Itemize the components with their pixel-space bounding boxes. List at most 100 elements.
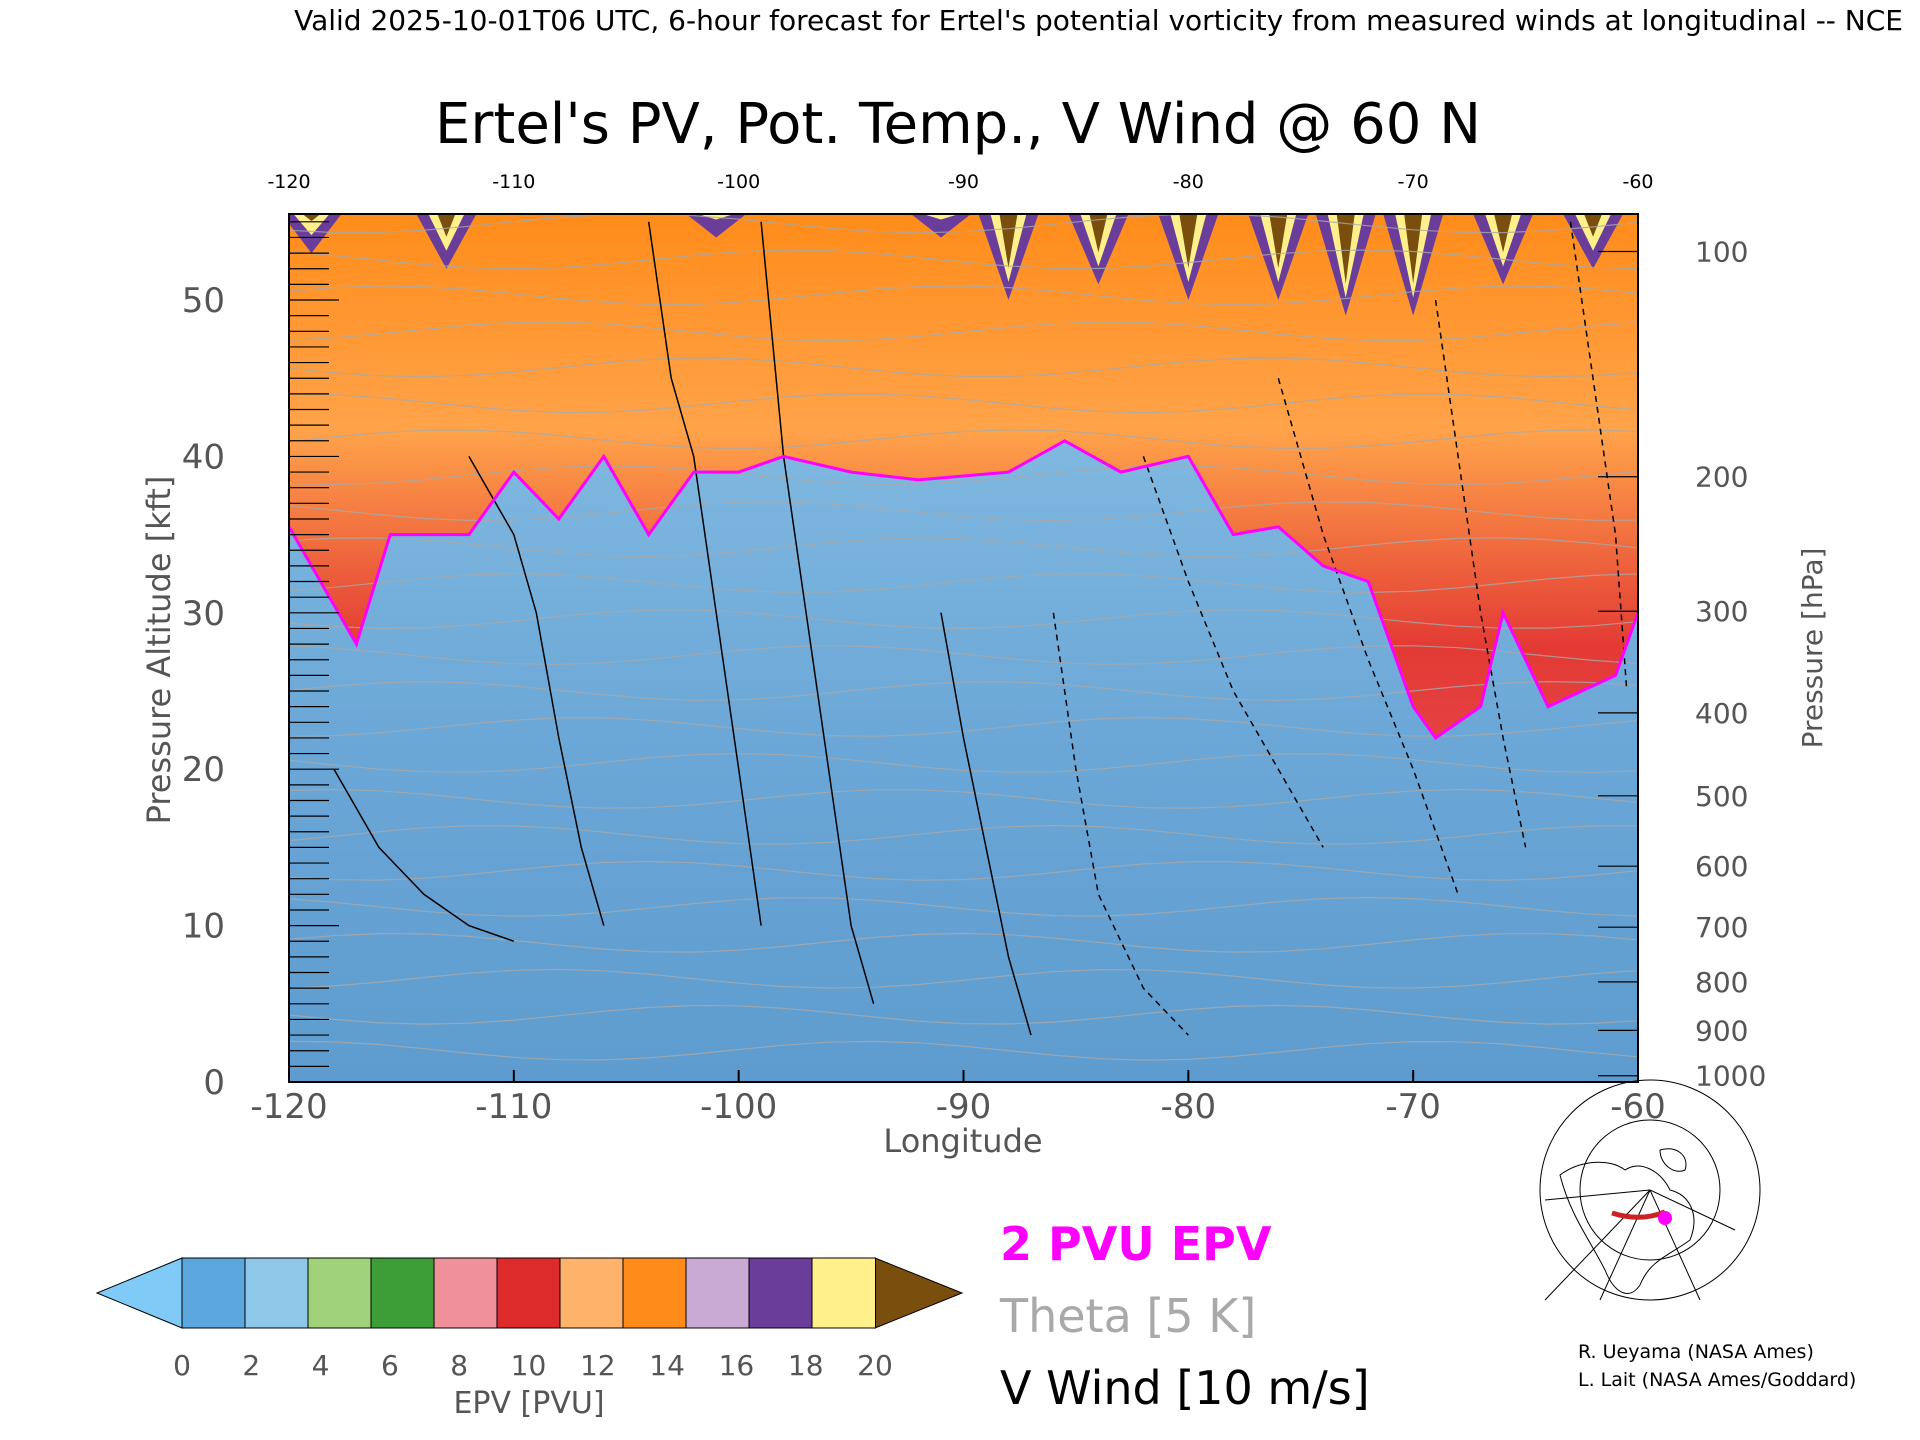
pv-band-brown: [707, 205, 725, 214]
upper-pv-bands: [289, 205, 1624, 316]
theta-contour: [289, 321, 1638, 342]
y-right-tick-label: 800: [1695, 966, 1748, 999]
inset-location-marker: [1658, 1211, 1672, 1225]
v-wind-contour: [1569, 221, 1628, 692]
v-wind-contours: [333, 221, 1628, 1036]
colorbar-segment: [244, 1257, 309, 1329]
y-tick-label: 40: [182, 437, 225, 477]
x-top-tick-label: -90: [948, 171, 979, 193]
pv-band-brown: [1179, 214, 1198, 269]
x-axis-label: Longitude: [883, 1122, 1042, 1160]
colorbar-tick-label: 20: [857, 1349, 893, 1382]
theta-contour: [289, 932, 1638, 953]
colorbar-segment: [622, 1257, 687, 1329]
legend-epv: 2 PVU EPV: [1000, 1217, 1272, 1271]
x-tick-label: -90: [936, 1087, 992, 1127]
colorbar-segment: [181, 1257, 246, 1329]
theta-contour: [289, 1004, 1638, 1025]
y-tick-label: 30: [182, 594, 225, 634]
theta-contour: [289, 357, 1638, 378]
theta-contour: [289, 716, 1638, 737]
chart-title: Ertel's PV, Pot. Temp., V Wind @ 60 N: [435, 92, 1481, 157]
v-wind-contour: [333, 768, 515, 942]
x-top-tick-label: -80: [1173, 171, 1204, 193]
x-top-tick-label: -70: [1398, 171, 1429, 193]
v-wind-contour: [760, 221, 875, 1005]
x-tick-label: -110: [475, 1087, 552, 1127]
pv-band-purple: [911, 214, 972, 238]
pv-band-yellow: [923, 214, 960, 220]
v-wind-contour: [1052, 612, 1189, 1036]
pv-band-brown: [1269, 214, 1288, 269]
colorbar-segment: [748, 1257, 813, 1329]
tropopause-2pvu-line: [289, 439, 1638, 740]
y-right-tick-label: 1000: [1695, 1060, 1766, 1093]
y-tick-label: 0: [203, 1063, 225, 1103]
colorbar-segment: [307, 1257, 372, 1329]
colorbar-tick-label: 2: [242, 1349, 260, 1382]
theta-contour: [289, 788, 1638, 809]
colorbar-tick-label: 14: [649, 1349, 685, 1382]
credit-line-2: L. Lait (NASA Ames/Goddard): [1578, 1369, 1856, 1391]
y-right-tick-label: 700: [1695, 911, 1748, 944]
colorbar-segment: [559, 1257, 624, 1329]
theta-contour: [289, 214, 1638, 234]
y-right-tick-label: 900: [1695, 1014, 1748, 1047]
troposphere-fill: [289, 440, 1638, 1082]
theta-contour: [289, 645, 1638, 666]
colorbar-segment: [370, 1257, 435, 1329]
x-top-tick-label: -100: [717, 171, 760, 193]
pv-band-yellow: [293, 214, 330, 236]
pv-band-brown: [932, 205, 950, 214]
pv-band-brown: [437, 214, 456, 237]
y-right-tick-label: 500: [1695, 780, 1748, 813]
x-tick-label: -120: [250, 1087, 327, 1127]
x-axis-top-ticks: -120 -110 -100 -90 -80 -70 -60: [267, 171, 1653, 193]
valid-time-header: Valid 2025-10-01T06 UTC, 6-hour forecast…: [294, 4, 1903, 37]
y-tick-label: 50: [182, 281, 225, 321]
colorbar-tick-label: 18: [788, 1349, 824, 1382]
v-wind-contour: [940, 612, 1032, 1036]
y-right-tick-label: 200: [1695, 461, 1748, 494]
x-tick-label: -100: [700, 1087, 777, 1127]
colorbar-tick-label: 12: [580, 1349, 616, 1382]
credit-line-1: R. Ueyama (NASA Ames): [1578, 1341, 1814, 1363]
colorbar-tick-label: 0: [173, 1349, 191, 1382]
pv-band-yellow: [698, 214, 735, 220]
theta-contour: [289, 609, 1638, 630]
colorbar-tick-label: 10: [511, 1349, 547, 1382]
colorbar-under-arrow: [95, 1257, 183, 1329]
pv-band-brown: [999, 214, 1018, 269]
colorbar-tick-label: 8: [450, 1349, 468, 1382]
y-axis-right-label: Pressure [hPa]: [1796, 548, 1829, 749]
y-axis-left-label: Pressure Altitude [kft]: [140, 476, 178, 825]
theta-contour: [289, 824, 1638, 845]
pv-band-purple: [686, 214, 747, 238]
colorbar-tick-label: 4: [312, 1349, 330, 1382]
colorbar-segment: [811, 1257, 876, 1329]
x-axis-bottom-ticks: -120 -110 -100 -90 -80 -70 -60: [250, 1070, 1666, 1127]
theta-contour: [289, 896, 1638, 917]
pv-band-brown: [1089, 214, 1108, 253]
y-right-tick-label: 300: [1695, 595, 1748, 628]
theta-contour: [289, 285, 1638, 306]
y-tick-label: 20: [182, 750, 225, 790]
colorbar-tick-label: 6: [381, 1349, 399, 1382]
inset-map: [1539, 1079, 1761, 1301]
y-right-tick-label: 100: [1695, 236, 1748, 269]
theta-contour: [289, 393, 1638, 414]
pv-band-brown: [1584, 214, 1603, 237]
y-axis-left-ticks: 0 10 20 30 40 50: [182, 221, 339, 1103]
x-top-tick-label: -110: [492, 171, 535, 193]
theta-contour: [289, 860, 1638, 881]
theta-contour: [289, 537, 1638, 558]
pv-band-brown: [302, 214, 321, 222]
theta-contour: [289, 249, 1638, 270]
x-tick-label: -70: [1385, 1087, 1441, 1127]
x-tick-label: -80: [1161, 1087, 1217, 1127]
x-top-tick-label: -60: [1622, 171, 1653, 193]
y-right-tick-label: 600: [1695, 850, 1748, 883]
y-right-tick-label: 400: [1695, 697, 1748, 730]
legend-theta: Theta [5 K]: [999, 1289, 1256, 1343]
